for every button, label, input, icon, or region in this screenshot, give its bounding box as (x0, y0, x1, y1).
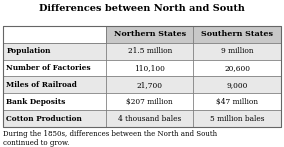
Text: $207 million: $207 million (126, 98, 173, 106)
Bar (3, 60, 106, 76)
Bar (3, 76, 106, 93)
Text: 5 million bales: 5 million bales (210, 115, 265, 123)
Bar (106, 110, 193, 127)
Text: 4 thousand bales: 4 thousand bales (118, 115, 181, 123)
Text: 9,000: 9,000 (227, 81, 248, 89)
Bar (3, 43, 106, 60)
Text: Population: Population (6, 47, 51, 55)
Text: 20,600: 20,600 (224, 64, 250, 72)
Text: Southern States: Southern States (201, 30, 273, 38)
Bar (106, 93, 193, 110)
Bar (106, 43, 193, 60)
Bar (3, 93, 106, 110)
Bar (193, 43, 281, 60)
Text: 9 million: 9 million (221, 47, 254, 55)
Text: Cotton Production: Cotton Production (6, 115, 82, 123)
Text: Miles of Railroad: Miles of Railroad (6, 81, 77, 89)
Text: Northern States: Northern States (114, 30, 186, 38)
Bar (193, 60, 281, 76)
Bar (193, 76, 281, 93)
Text: 21.5 million: 21.5 million (128, 47, 172, 55)
Text: 110,100: 110,100 (134, 64, 165, 72)
Bar (193, 26, 281, 43)
Bar (3, 110, 106, 127)
Text: During the 1850s, differences between the North and South
continued to grow.: During the 1850s, differences between th… (3, 130, 217, 147)
Bar (106, 76, 193, 93)
Text: Bank Deposits: Bank Deposits (6, 98, 66, 106)
Text: 21,700: 21,700 (137, 81, 163, 89)
Bar (106, 60, 193, 76)
Text: $47 million: $47 million (216, 98, 258, 106)
Bar (193, 110, 281, 127)
Bar (193, 93, 281, 110)
Bar (3, 26, 281, 127)
Text: Differences between North and South: Differences between North and South (39, 4, 245, 13)
Text: Number of Factories: Number of Factories (6, 64, 91, 72)
Bar (3, 26, 106, 43)
Bar (106, 26, 193, 43)
